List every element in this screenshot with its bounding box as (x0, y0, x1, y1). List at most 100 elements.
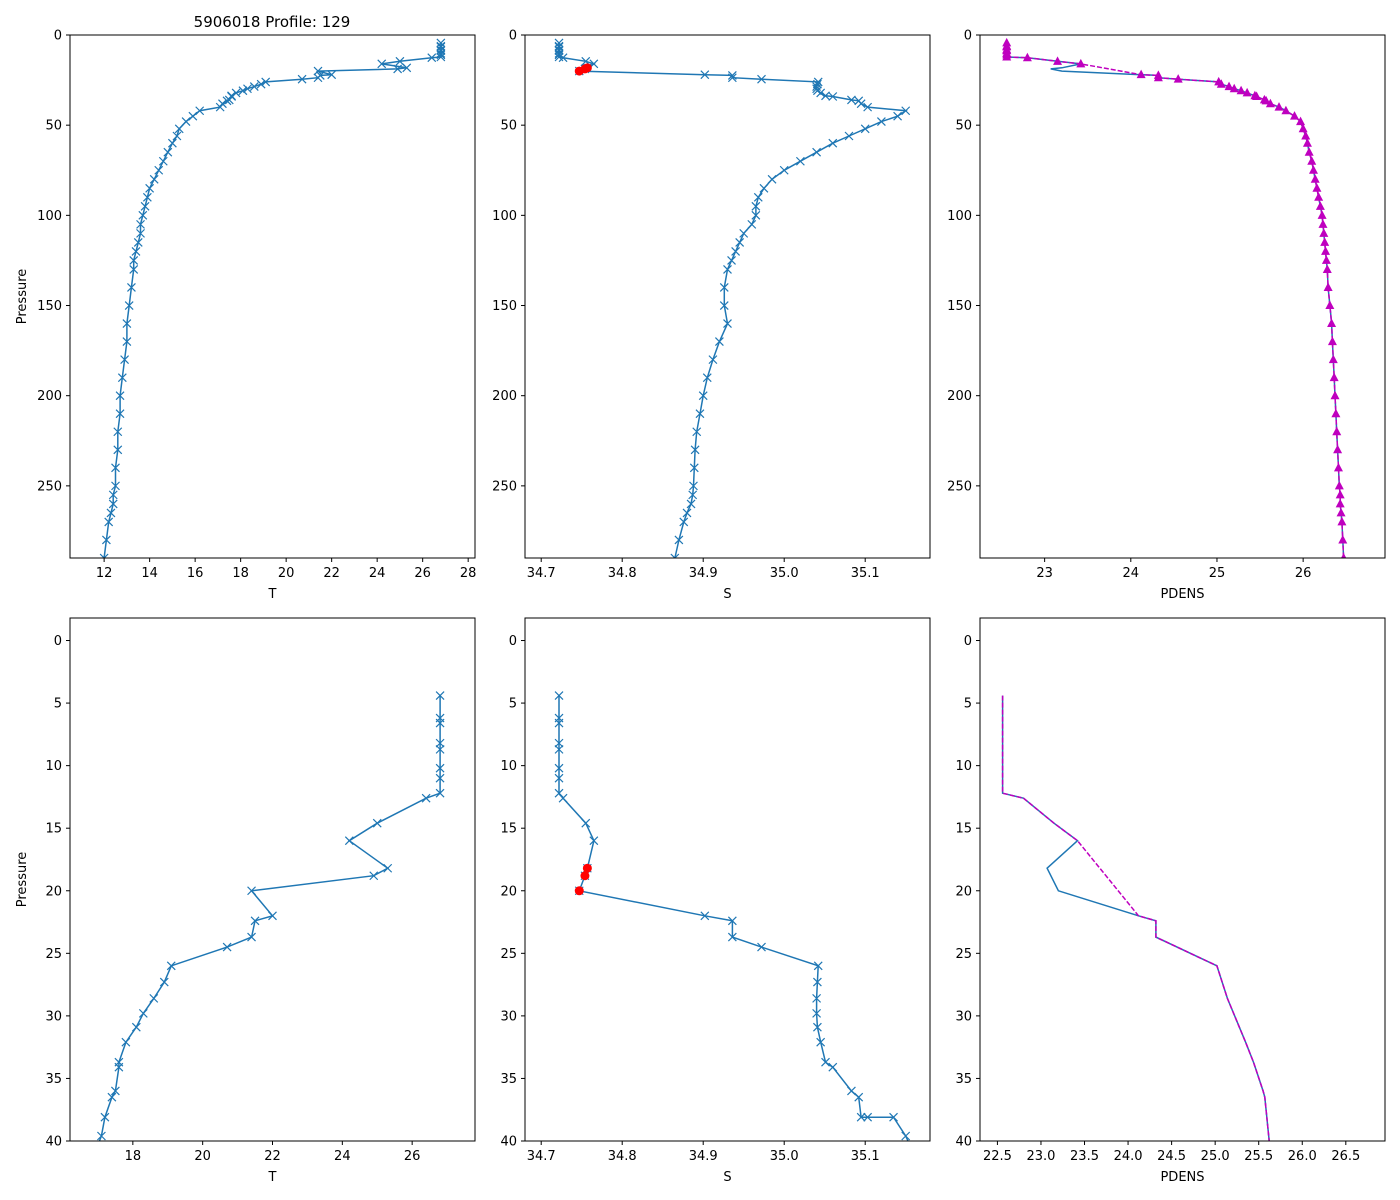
data-point-triangle (1338, 534, 1348, 544)
data-point-x (174, 124, 184, 134)
data-point-x (847, 1086, 856, 1096)
plot-area (1001, 695, 1270, 1141)
x-tick-label: 20 (278, 566, 295, 581)
data-point-x (327, 70, 337, 80)
data-point-x (581, 818, 591, 828)
x-tick-label: 22 (323, 566, 340, 581)
data-point-triangle (1229, 83, 1239, 93)
data-point-x (753, 192, 763, 202)
panel-top-right: 23 24 25 26 0 50 100 150 200 250 PDENS (947, 29, 1386, 602)
data-point-x (708, 355, 718, 365)
data-point-x (131, 1022, 141, 1032)
y-tick-label: 0 (54, 634, 62, 649)
data-point-x (828, 138, 838, 148)
y-tick-label: 5 (509, 697, 517, 712)
y-tick-label: 15 (45, 822, 62, 837)
data-point-triangle (1224, 81, 1234, 91)
data-point-x (727, 256, 736, 265)
data-point-x (688, 490, 698, 500)
data-point-x (812, 993, 822, 1003)
y-axis-label: Pressure (15, 852, 30, 908)
data-point-x (121, 1037, 131, 1047)
x-tick-label: 28 (460, 566, 477, 581)
data-point-triangle (1321, 255, 1331, 264)
data-point-x (377, 59, 387, 69)
y-tick-label: 200 (37, 389, 62, 404)
data-point-x (558, 793, 568, 803)
data-point-x (256, 79, 266, 89)
data-point-x (812, 1008, 822, 1018)
data-point-x (854, 1092, 864, 1102)
data-point-x (383, 863, 393, 873)
data-point-triangle (1252, 91, 1262, 100)
data-point-x (847, 95, 856, 105)
data-point-x (238, 86, 248, 96)
data-point-x (821, 1057, 830, 1067)
x-tick-label: 24 (334, 1149, 351, 1164)
data-point-x (297, 74, 307, 84)
figure-title: 5906018 Profile: 129 (194, 13, 351, 31)
data-point-x (727, 932, 737, 942)
x-tick-label: 23.0 (1026, 1149, 1055, 1164)
data-point-x (149, 174, 159, 184)
data-point-x (101, 535, 111, 545)
x-tick-label: 25 (1209, 566, 1226, 581)
data-point-x (813, 77, 823, 87)
data-point-x (250, 916, 260, 926)
data-point-x (700, 70, 710, 80)
data-point-x (313, 66, 323, 76)
data-point-x (167, 138, 177, 148)
data-point-x (136, 219, 145, 229)
data-point-x (674, 535, 684, 545)
data-point-x (727, 70, 737, 80)
plot-area (96, 691, 445, 1141)
data-point-triangle (1265, 98, 1275, 108)
y-tick-label: 250 (37, 479, 62, 494)
data-point-triangle (1136, 69, 1146, 79)
y-tick-label: 40 (955, 1135, 972, 1150)
y-tick-label: 30 (955, 1009, 972, 1024)
axes-frame (979, 617, 1386, 1142)
data-point-triangle (1321, 246, 1331, 255)
data-point-x (554, 42, 564, 52)
axes-frame (69, 34, 476, 559)
series-line (1001, 695, 1270, 1141)
data-point-x (554, 46, 564, 56)
data-point-x (719, 301, 729, 310)
data-point-x (702, 373, 712, 383)
flagged-point (582, 863, 592, 873)
data-point-triangle (1334, 480, 1344, 490)
data-point-triangle (1310, 174, 1320, 183)
data-point-x (700, 911, 710, 921)
data-point-triangle (1320, 237, 1330, 246)
data-point-triangle (1274, 102, 1284, 111)
data-point-triangle (1340, 553, 1347, 558)
data-point-x (159, 977, 169, 987)
x-axis-label: S (723, 1170, 731, 1185)
data-point-x (435, 738, 445, 748)
data-point-x (436, 48, 446, 58)
data-point-x (682, 508, 692, 518)
data-point-x (117, 373, 127, 383)
data-point-triangle (1317, 210, 1327, 219)
y-tick-label: 40 (45, 1135, 62, 1150)
data-point-x (344, 836, 354, 846)
data-point-triangle (1322, 264, 1332, 273)
data-point-x (247, 886, 256, 896)
data-point-x (436, 42, 446, 52)
data-point-triangle (1236, 85, 1246, 95)
y-tick-label: 15 (955, 822, 972, 837)
data-point-x (723, 319, 732, 328)
data-point-x (138, 210, 148, 220)
plot-area (554, 691, 911, 1141)
y-tick-label: 25 (955, 947, 972, 962)
data-point-x (757, 942, 766, 952)
series-s (554, 691, 911, 1141)
data-point-x (767, 174, 777, 184)
y-tick-label: 50 (500, 119, 517, 134)
data-point-x (844, 131, 854, 141)
data-point-triangle (1312, 183, 1322, 192)
data-point-x (554, 744, 564, 754)
data-point-x (104, 517, 114, 527)
